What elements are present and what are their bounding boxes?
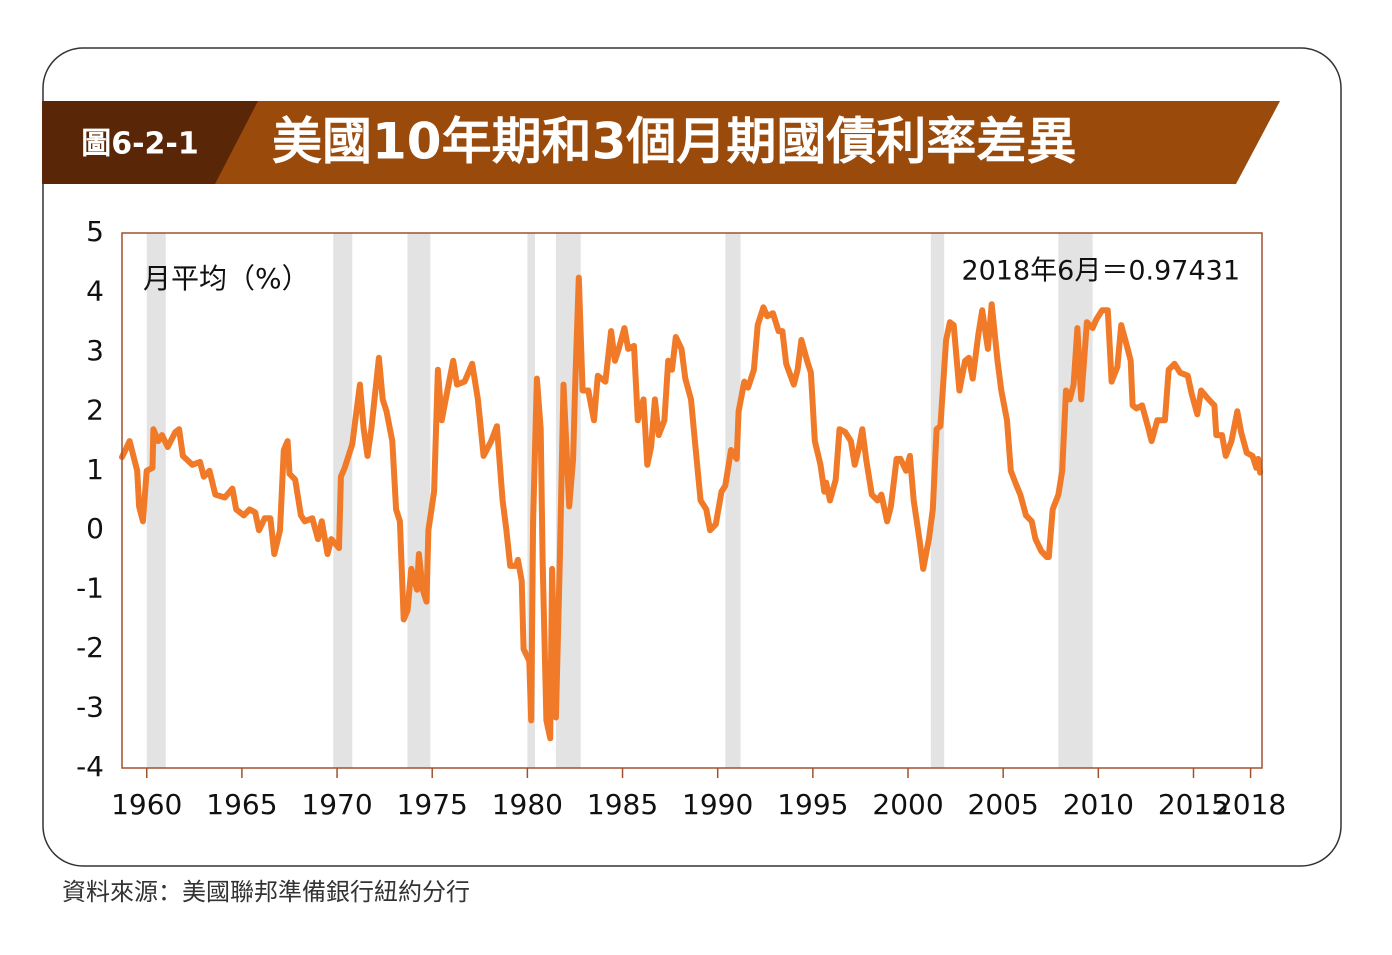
x-tick-label: 1960 [111,788,182,821]
x-tick-label: 2000 [872,788,943,821]
recession-band [930,233,945,768]
chart-title: 美國10年期和3個月期國債利率差異 [272,113,1076,171]
line-series [119,274,1264,742]
y-axis-label: 月平均（%） [143,262,310,295]
recession-band [146,233,166,768]
badge-band [42,101,258,184]
recession-band [1058,233,1093,768]
x-tick-label: 1995 [777,788,848,821]
source: 資料來源：美國聯邦準備銀行紐約分行 [62,878,470,906]
annotation: 2018年6月＝0.97431 [961,256,1240,287]
x-tick-label: 1970 [301,788,372,821]
y-tick-label: 3 [86,334,104,367]
x-tick-label: 2018 [1215,788,1286,821]
y-tick-label: -4 [76,750,104,783]
x-tick-label: 1965 [206,788,277,821]
x-tick-label: 1975 [397,788,468,821]
x-tick-label: 2015 [1158,788,1229,821]
y-tick-label: -1 [76,572,104,605]
y-tick-label: 4 [86,274,104,307]
title-band [42,101,1280,184]
y-tick-label: -3 [76,691,104,724]
y-tick-label: 5 [86,215,104,248]
x-tick-label: 1980 [492,788,563,821]
y-tick-label: 2 [86,393,104,426]
x-tick-label: 2010 [1063,788,1134,821]
x-tick-label: 2005 [968,788,1039,821]
card [42,47,1342,867]
recession-band [725,233,741,768]
x-tick-label: 1990 [682,788,753,821]
y-tick-label: 0 [86,512,104,545]
recession-band [407,233,431,768]
plot-frame [121,232,1263,769]
badge: 圖6-2-1 [81,127,199,162]
plot [119,233,1264,768]
y-tick-label: 1 [86,453,104,486]
y-tick-label: -2 [76,631,104,664]
x-tick-label: 1985 [587,788,658,821]
